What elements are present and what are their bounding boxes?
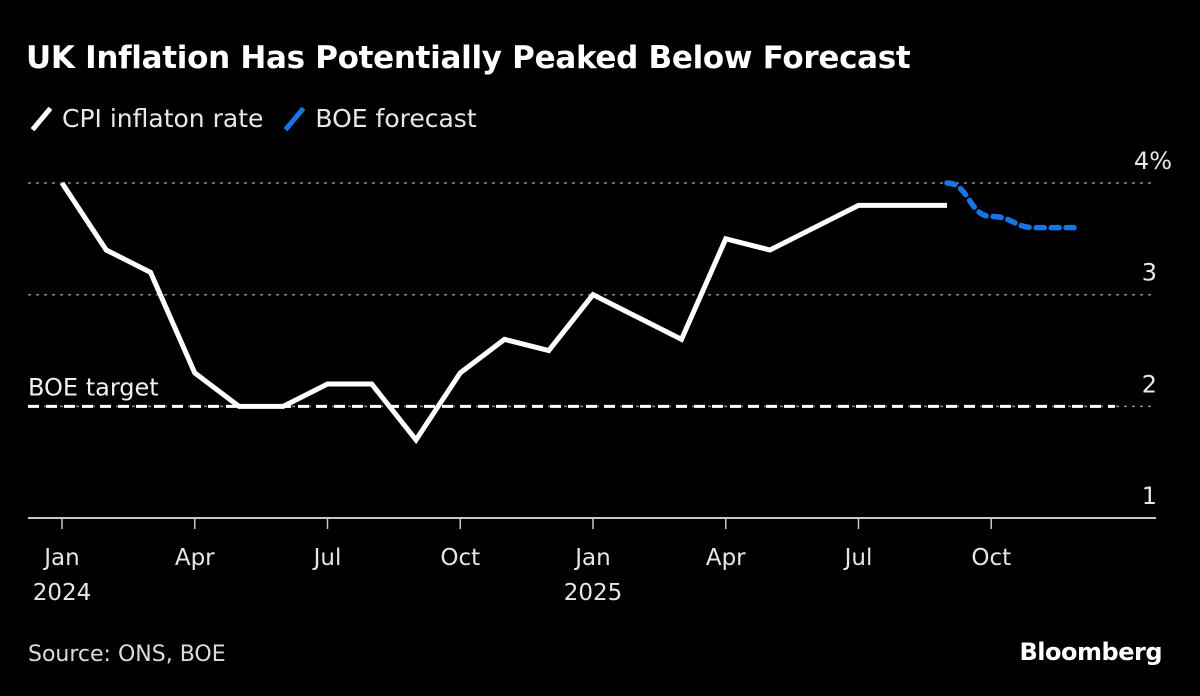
series-lines	[59, 180, 1083, 445]
legend-item-boe-forecast: BOE forecast	[281, 104, 476, 133]
x-tick-label: Jul	[843, 545, 873, 571]
series-line-cpi	[59, 181, 947, 445]
x-tick-label: Jul	[312, 545, 342, 571]
y-tick-label: 1	[1142, 482, 1157, 510]
y-tick-label: 4%	[1134, 147, 1172, 175]
y-axis-labels: 4% 3 2 1	[1134, 147, 1172, 510]
x-tick-year-label: 2025	[564, 580, 623, 606]
legend: CPI inflaton rate BOE forecast	[28, 104, 495, 133]
x-tick-label: Apr	[175, 545, 215, 571]
y-tick-label: 3	[1142, 259, 1157, 287]
boe-target-line-group: BOE target	[28, 373, 1115, 408]
x-tick-label: Jan	[42, 545, 79, 571]
x-tick-label: Apr	[706, 545, 746, 571]
series-line-boe-forecast	[944, 180, 1083, 231]
x-tick-label: Oct	[971, 545, 1011, 571]
x-tick-year-label: 2024	[33, 580, 92, 606]
x-axis: Jan 2024 Apr Jul Oct Jan 2025 Apr Jul Oct	[28, 517, 1156, 606]
legend-label-boe-forecast: BOE forecast	[315, 104, 477, 133]
x-tick-label: Oct	[440, 545, 480, 571]
legend-item-cpi: CPI inflaton rate	[28, 104, 263, 133]
legend-label-cpi: CPI inflaton rate	[62, 104, 264, 133]
x-tick-label: Jan	[573, 545, 610, 571]
chart-title: UK Inflation Has Potentially Peaked Belo…	[26, 40, 911, 76]
boe-target-label: BOE target	[28, 373, 159, 401]
y-tick-label: 2	[1142, 370, 1157, 398]
source-note: Source: ONS, BOE	[28, 642, 226, 667]
bloomberg-logo: Bloomberg	[1019, 638, 1163, 666]
